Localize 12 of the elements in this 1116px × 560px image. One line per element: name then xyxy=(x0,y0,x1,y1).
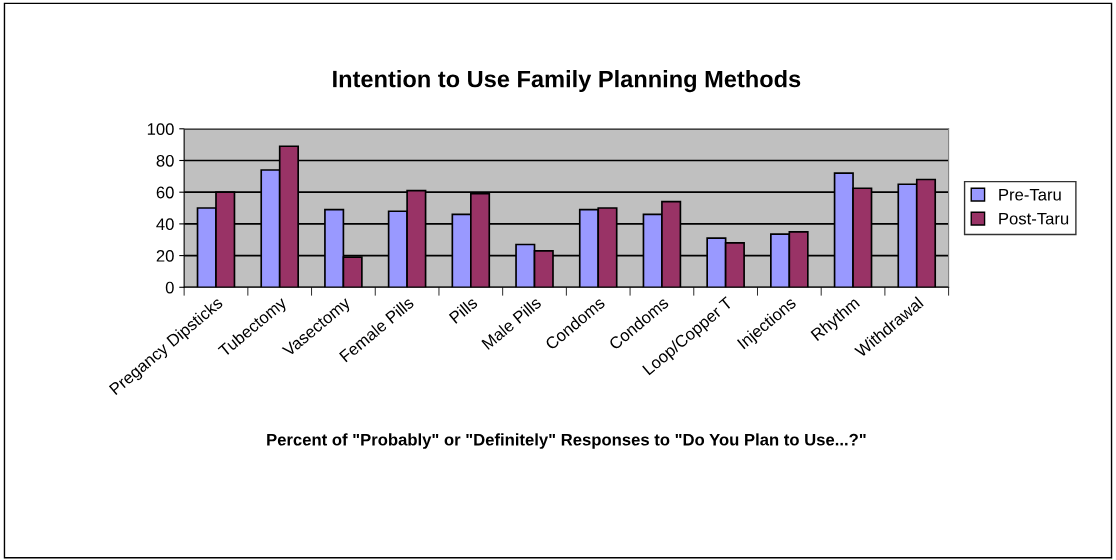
legend-label: Post-Taru xyxy=(999,212,1069,225)
legend-label: Pre-Taru xyxy=(999,188,1061,201)
x-tick-label: Pills xyxy=(448,296,479,324)
y-tick-label: 40 xyxy=(156,218,174,231)
x-axis-title: Percent of "Probably" or "Definitely" Responses to "Do You Plan to Use...?" xyxy=(267,433,866,449)
x-tick-label: Male Pills xyxy=(480,296,542,350)
y-tick-label: 0 xyxy=(165,281,174,294)
y-tick-label: 80 xyxy=(156,154,174,167)
chart-title: Intention to Use Family Planning Methods xyxy=(333,70,801,93)
y-tick-label: 60 xyxy=(156,186,174,199)
y-tick-label: 20 xyxy=(156,249,174,262)
y-tick-label: 100 xyxy=(147,123,174,135)
